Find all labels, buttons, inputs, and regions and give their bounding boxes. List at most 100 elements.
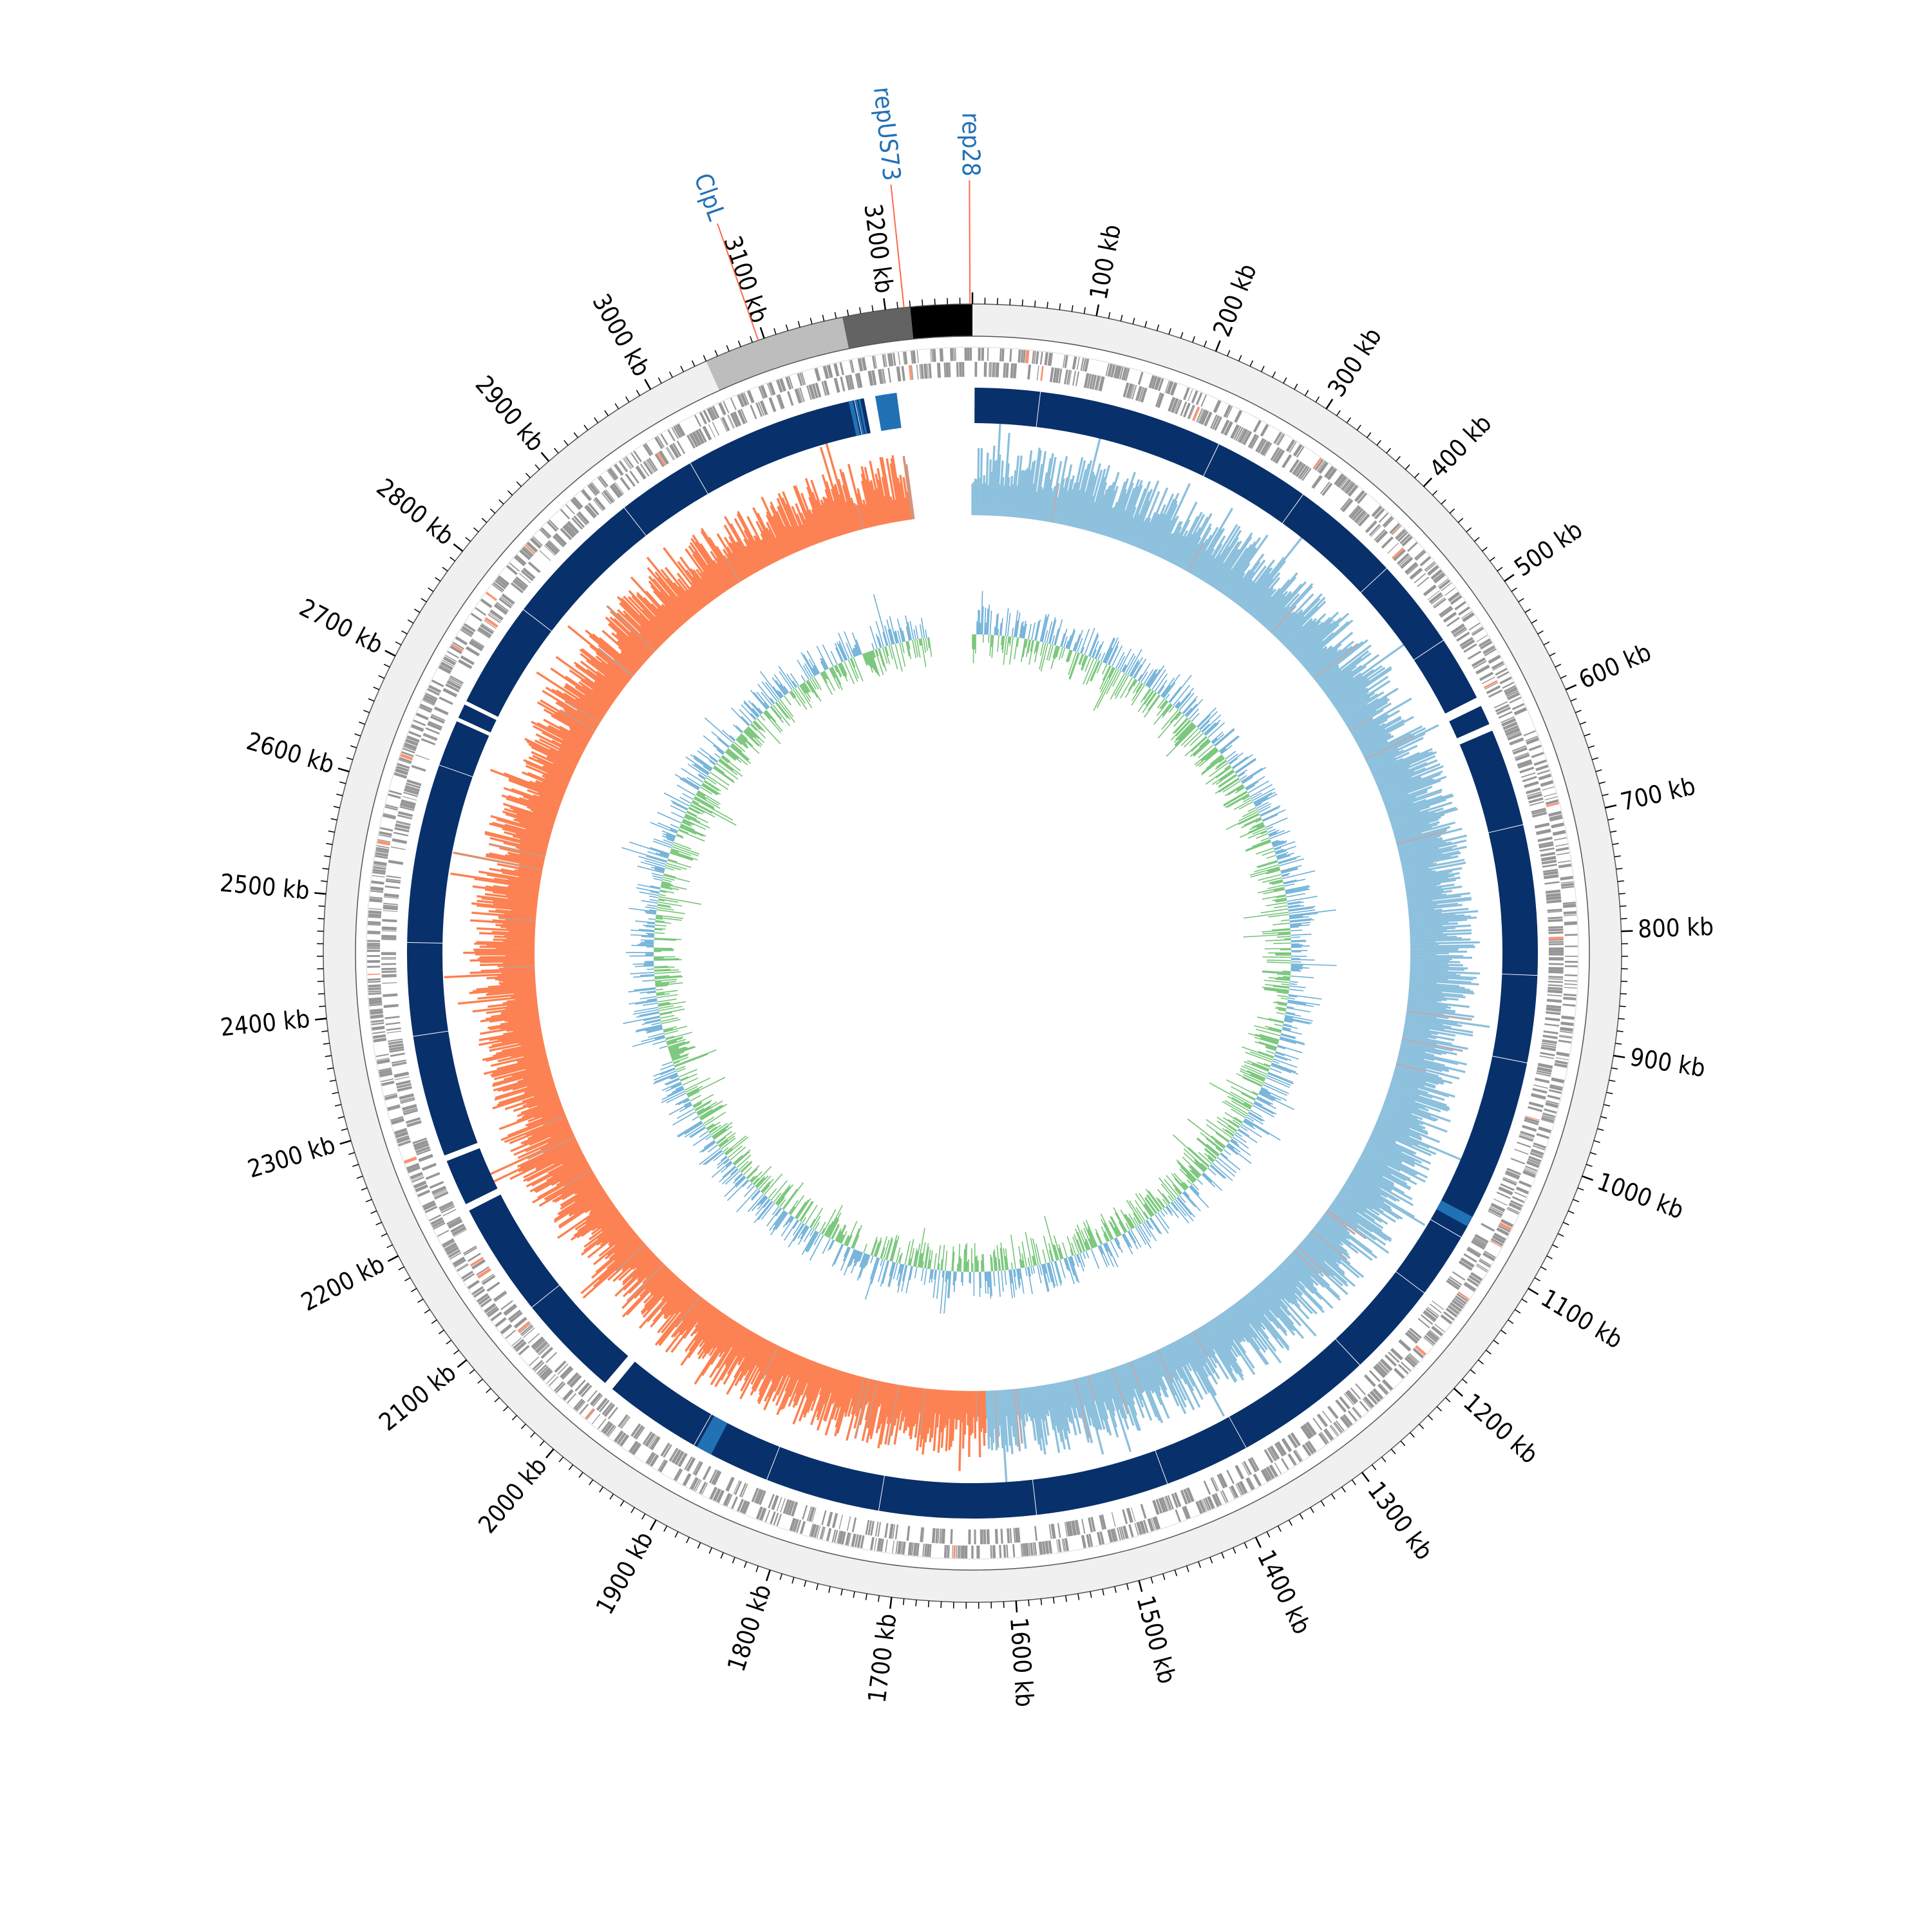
gc-bar-edge	[1244, 527, 1311, 611]
gc-skew-bar	[1075, 1228, 1084, 1253]
gc-skew-bar	[1128, 1200, 1144, 1223]
gc-skew-bar	[995, 614, 998, 636]
gc-skew-bar	[1115, 652, 1125, 669]
gc-skew-bar	[806, 681, 814, 694]
gc-skew-bar	[1276, 852, 1294, 859]
gc-bar-edge	[1140, 512, 1156, 549]
gc-skew-bar	[1282, 870, 1316, 880]
gc-skew-bar	[703, 781, 719, 791]
gc-skew-bar	[688, 806, 703, 815]
gc-skew-bar	[1090, 661, 1101, 681]
gc-skew-bar	[1189, 732, 1204, 746]
gc-skew-bar	[1000, 1242, 1005, 1271]
gc-skew-bar	[654, 966, 675, 969]
gc-skew-bar	[880, 1236, 888, 1259]
gc-skew-bar	[1227, 1119, 1240, 1128]
gc-skew-bar	[870, 650, 880, 677]
gc-skew-bar	[1091, 640, 1099, 658]
gc-bar-edge	[1321, 652, 1371, 690]
gc-skew-bar	[895, 643, 903, 672]
gc-skew-bar	[721, 755, 741, 772]
gc-skew-bar	[654, 969, 679, 972]
gc-bar-edge	[1055, 478, 1065, 524]
gc-skew-bar	[1050, 1262, 1058, 1287]
gc-skew-bar	[770, 697, 775, 704]
gc-skew-bar	[775, 679, 787, 696]
gc-skew-bar	[894, 631, 898, 644]
gc-skew-bar	[1260, 908, 1289, 914]
gc-skew-bar	[1283, 1020, 1292, 1023]
gc-skew-bar	[859, 1253, 866, 1267]
gc-skew-bar	[1110, 1240, 1119, 1258]
gc-skew-bar	[1157, 698, 1165, 709]
gc-skew-bar	[1093, 667, 1116, 712]
gc-skew-bar	[701, 783, 719, 795]
gc-skew-bar	[726, 1179, 749, 1201]
gc-skew-bar	[993, 1271, 996, 1287]
gc-skew-bar	[1055, 1260, 1063, 1283]
gc-skew-bar	[812, 667, 817, 676]
gc-skew-bar	[700, 1104, 724, 1120]
gc-skew-bar	[860, 1253, 867, 1268]
gc-skew-bar	[633, 975, 655, 978]
gc-skew-bar	[1222, 1101, 1247, 1117]
gc-bar-edge	[1103, 507, 1113, 536]
gc-skew-bar	[1148, 665, 1165, 688]
gc-skew-bar	[712, 1126, 729, 1139]
gc-skew-bar	[914, 625, 919, 639]
gc-skew-bar	[1137, 690, 1153, 712]
gc-skew-bar	[1274, 1023, 1283, 1027]
gc-skew-bar	[1206, 1144, 1220, 1155]
gc-skew-bar	[735, 739, 743, 745]
gc-skew-bar	[1233, 799, 1253, 810]
gc-bar-edge	[1232, 571, 1255, 601]
gc-skew-bar	[834, 643, 844, 662]
gc-skew-bar	[1229, 757, 1238, 765]
gc-skew-bar	[746, 1183, 753, 1189]
gc-skew-bar	[682, 819, 694, 826]
gc-skew-bar	[1264, 987, 1289, 992]
gc-skew-bar	[1035, 641, 1039, 652]
gc-skew-bar	[1274, 847, 1282, 851]
gc-skew-bar	[1268, 1027, 1282, 1032]
gc-skew-bar	[1175, 721, 1193, 741]
gc-skew-bar	[835, 1228, 842, 1242]
gc-skew-bar	[1184, 1191, 1190, 1197]
gc-bar-edge	[1052, 497, 1058, 523]
gc-skew-bar	[1267, 828, 1276, 833]
gc-skew-bar	[1265, 939, 1291, 942]
gc-skew-bar	[1058, 647, 1063, 660]
gc-skew-bar	[658, 898, 679, 903]
gc-bar-edge	[1008, 475, 1013, 517]
gc-skew-bar	[887, 1262, 895, 1287]
gc-skew-bar	[1280, 867, 1298, 873]
gc-skew-bar	[1265, 1046, 1276, 1052]
gc-skew-bar	[750, 1175, 757, 1182]
gc-skew-bar	[853, 657, 864, 681]
gc-skew-bar	[666, 862, 687, 870]
gc-skew-bar	[831, 1224, 840, 1240]
gc-skew-bar	[1248, 1111, 1265, 1122]
gc-skew-bar	[702, 782, 721, 795]
gc-skew-bar	[1262, 971, 1291, 975]
gc-skew-bar	[1063, 1258, 1068, 1270]
gc-skew-bar	[1104, 647, 1113, 664]
gc-skew-bar	[952, 1251, 955, 1272]
gc-bar-edge	[1093, 494, 1105, 533]
gc-skew-bar	[1250, 784, 1273, 797]
gc-skew-bar	[1143, 1211, 1150, 1219]
gc-skew-bar	[1137, 674, 1142, 681]
gc-skew-bar	[994, 1249, 997, 1271]
gc-skew-bar	[1193, 1159, 1206, 1171]
gc-skew-bar	[1217, 1157, 1236, 1173]
gc-skew-bar	[753, 721, 763, 731]
gc-skew-bar	[1281, 983, 1290, 986]
gc-bar-edge	[1248, 588, 1269, 614]
gc-bar-edge	[1169, 535, 1184, 563]
gc-skew-bar	[1202, 714, 1222, 733]
gc-skew-bar	[667, 1041, 686, 1048]
gc-bar-edge	[1339, 680, 1390, 715]
gc-skew-bar	[737, 737, 749, 748]
gc-skew-bar	[661, 830, 676, 837]
gc-skew-bar	[1052, 645, 1057, 658]
